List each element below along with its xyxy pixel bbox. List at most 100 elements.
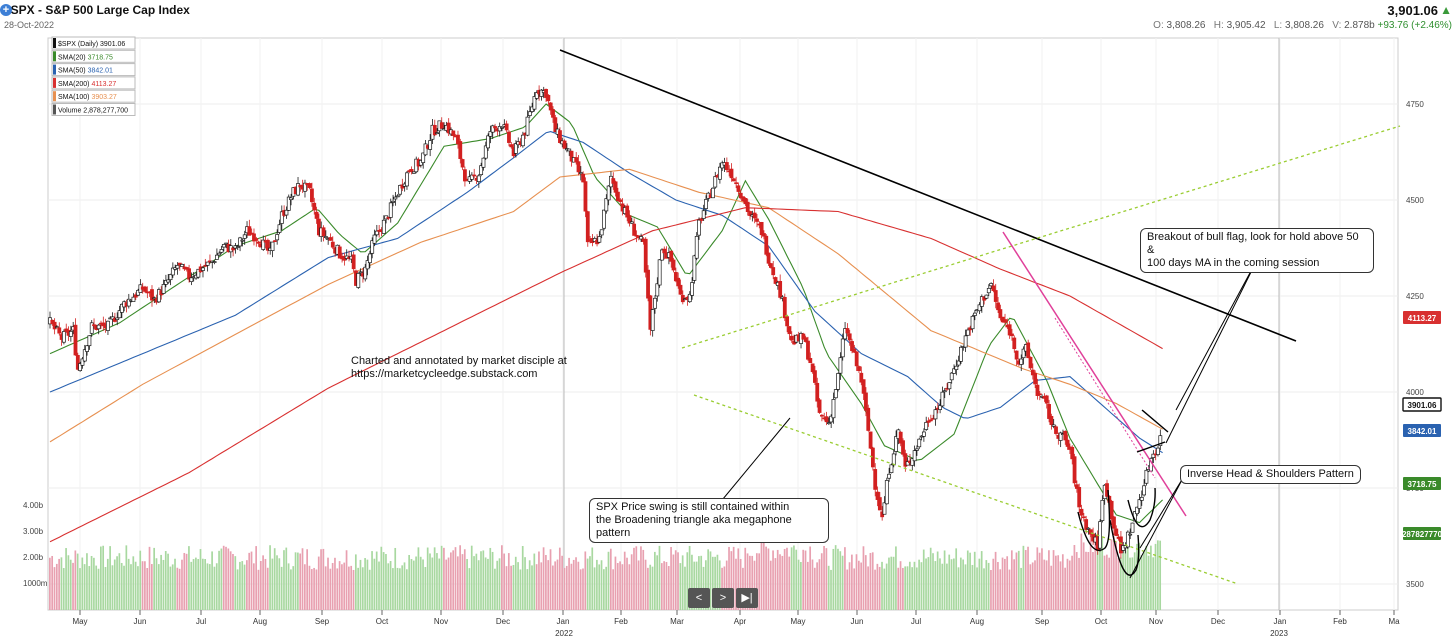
volume-bar xyxy=(681,555,684,610)
candle-body xyxy=(1100,499,1105,521)
volume-bar xyxy=(994,551,997,610)
legend-name: SMA(20) 3718.75 xyxy=(58,54,113,61)
volume-bar xyxy=(922,549,925,610)
volume-bar xyxy=(204,559,207,610)
ihs-pointer xyxy=(1129,477,1184,579)
candle-body xyxy=(574,157,579,163)
volume-bar xyxy=(649,564,652,610)
volume-bar xyxy=(619,561,621,610)
volume-bar xyxy=(259,561,262,610)
volume-bar xyxy=(1131,557,1134,610)
volume-bar xyxy=(667,566,670,610)
flag-lower-line xyxy=(1136,441,1166,453)
volume-bar xyxy=(878,566,881,610)
candle-body xyxy=(1086,527,1091,530)
volume-bar xyxy=(225,546,227,610)
volume-bar xyxy=(744,547,747,610)
volume-bar xyxy=(227,548,230,610)
volume-bar xyxy=(257,569,260,610)
candle-body xyxy=(131,296,136,302)
volume-bar xyxy=(1027,546,1029,610)
volume-bar xyxy=(299,553,302,610)
volume-bar xyxy=(739,558,742,610)
candle-body xyxy=(75,354,80,370)
candle-body xyxy=(87,335,92,347)
volume-bar xyxy=(419,556,422,610)
value-tag-box xyxy=(1403,311,1441,324)
volume-bar xyxy=(980,551,983,610)
scroll-end-button[interactable]: ▶| xyxy=(736,588,758,608)
volume-bar xyxy=(475,553,478,610)
volume-bar xyxy=(229,551,232,610)
volume-bar xyxy=(855,554,858,610)
candle-body xyxy=(363,266,368,280)
megaphone-pointer xyxy=(717,417,791,506)
candle-body xyxy=(889,464,894,474)
candle-body xyxy=(618,199,623,202)
candle-body xyxy=(903,453,908,467)
candle-body xyxy=(952,368,956,374)
volume-bar xyxy=(102,545,105,610)
candle-body xyxy=(734,182,739,185)
head-curve xyxy=(1109,519,1140,576)
volume-bar xyxy=(62,568,65,610)
volume-bar xyxy=(1024,550,1027,610)
candle-body xyxy=(1137,499,1142,509)
candle-body xyxy=(643,238,648,273)
scroll-right-button[interactable]: > xyxy=(712,588,734,608)
volume-bar xyxy=(582,568,584,610)
x-tick-label: Jan xyxy=(1274,617,1287,626)
candle-body xyxy=(231,247,236,251)
candle-body xyxy=(316,218,321,236)
x-tick-label: Dec xyxy=(496,617,510,626)
candle-body xyxy=(428,140,433,150)
volume-bar xyxy=(1150,545,1152,610)
volume-bar xyxy=(387,563,390,610)
volume-bar xyxy=(711,556,714,610)
volume-bar xyxy=(691,554,693,610)
volume-bar xyxy=(470,545,473,610)
candle-body xyxy=(507,131,511,143)
candle-body xyxy=(275,234,280,241)
volume-bar xyxy=(521,546,524,610)
candle-body xyxy=(1070,446,1075,460)
legend-value: 3903.27 xyxy=(91,94,116,101)
volume-bar xyxy=(169,566,172,610)
add-plus-icon[interactable]: + xyxy=(0,4,12,16)
volume-tick-label: 1000m xyxy=(23,579,48,588)
candle-body xyxy=(921,431,926,437)
volume-bar xyxy=(554,561,557,610)
candle-body xyxy=(374,230,379,236)
x-tick-label: Mar xyxy=(670,617,684,626)
scroll-left-button[interactable]: < xyxy=(688,588,710,608)
candle-body xyxy=(1081,516,1086,519)
volume-bar xyxy=(512,564,515,610)
candle-body xyxy=(970,315,975,330)
volume-bar xyxy=(718,560,721,610)
candle-body xyxy=(1037,393,1042,396)
candle-body xyxy=(803,337,808,342)
volume-bar xyxy=(466,558,468,610)
volume-bar xyxy=(962,559,964,610)
volume-bar xyxy=(1013,559,1015,610)
legend-swatch xyxy=(53,104,56,115)
volume-bar xyxy=(290,569,292,610)
candle-body xyxy=(604,198,609,212)
volume-bar xyxy=(577,561,580,610)
volume-bar xyxy=(725,560,728,610)
candle-body xyxy=(768,263,773,268)
volume-bar xyxy=(297,552,299,610)
candle-body xyxy=(1035,384,1040,396)
volume-bar xyxy=(1008,569,1011,610)
x-tick-label: Nov xyxy=(1149,617,1163,626)
candle-body xyxy=(451,130,456,136)
candle-body xyxy=(1026,342,1031,359)
candle-body xyxy=(272,240,277,243)
candle-body xyxy=(692,255,697,281)
candle-body xyxy=(813,370,817,383)
volume-bar xyxy=(1050,565,1053,610)
chart-date: 28-Oct-2022 xyxy=(4,20,55,30)
candle-body xyxy=(602,209,606,229)
volume-bar xyxy=(60,557,63,610)
volume-bar xyxy=(735,558,737,610)
